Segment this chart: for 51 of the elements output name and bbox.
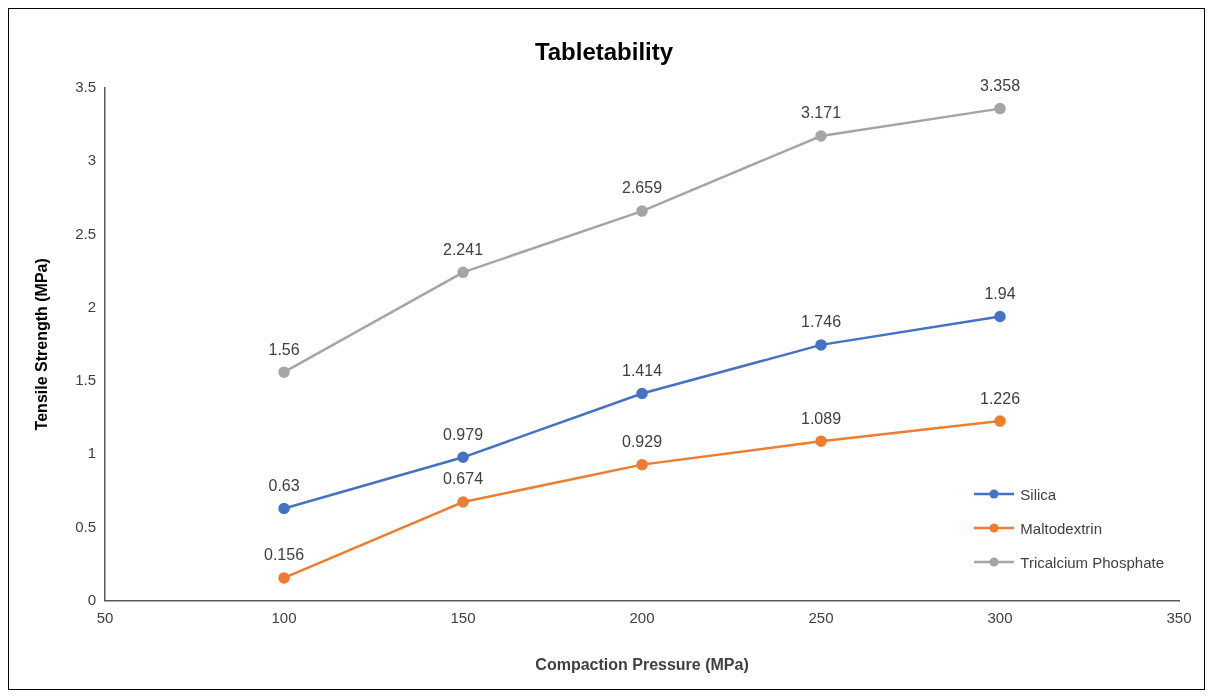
x-tick-label: 200 <box>629 608 655 626</box>
data-label: 2.659 <box>622 179 663 197</box>
point <box>278 502 290 515</box>
data-label: 1.94 <box>984 284 1016 302</box>
data-label: 0.929 <box>622 433 663 451</box>
legend-label: Maltodextrin <box>1020 519 1103 537</box>
point <box>994 102 1006 115</box>
x-tick-label: 250 <box>808 608 834 626</box>
point <box>636 387 648 400</box>
point <box>636 205 648 217</box>
x-tick-label: 50 <box>96 608 114 626</box>
y-tick-label: 2.5 <box>75 224 97 242</box>
point <box>815 130 827 142</box>
y-axis-title: Tensile Strength (MPa) <box>33 258 51 431</box>
data-label: 0.674 <box>443 470 484 488</box>
x-tick-label: 100 <box>271 608 297 626</box>
x-tick-label: 350 <box>1166 608 1192 626</box>
x-tick-label: 150 <box>450 608 476 626</box>
data-label: 1.56 <box>268 340 300 358</box>
x-tick-label: 300 <box>987 608 1013 626</box>
chart-title: Tabletability <box>534 38 674 66</box>
data-label: 1.089 <box>800 409 842 427</box>
data-label: 0.979 <box>443 425 484 443</box>
y-tick-label: 1 <box>87 444 97 462</box>
point <box>636 458 648 471</box>
data-label: 0.63 <box>268 476 300 494</box>
data-label: 1.414 <box>622 361 663 379</box>
point <box>994 310 1006 323</box>
y-tick-label: 1.5 <box>75 371 97 389</box>
point <box>457 266 469 279</box>
point <box>278 366 290 378</box>
point <box>994 415 1006 427</box>
data-label: 1.226 <box>979 389 1021 407</box>
point <box>815 435 827 447</box>
point <box>457 451 469 464</box>
point <box>457 496 469 508</box>
data-label: 3.358 <box>979 77 1021 95</box>
y-tick-label: 3 <box>87 151 97 169</box>
legend-label: Silica <box>1020 485 1057 503</box>
data-label: 0.156 <box>264 546 305 564</box>
legend-label: Tricalcium Phosphate <box>1020 553 1164 571</box>
point <box>278 572 290 584</box>
data-label: 2.241 <box>443 240 484 258</box>
y-tick-label: 2 <box>87 297 97 315</box>
point <box>815 339 827 351</box>
y-tick-label: 0.5 <box>75 517 97 535</box>
x-axis-title: Compaction Pressure (MPa) <box>535 655 749 673</box>
y-tick-label: 3.5 <box>75 77 97 95</box>
data-label: 3.171 <box>800 104 842 122</box>
y-tick-label: 0 <box>87 590 97 608</box>
data-label: 1.746 <box>800 313 842 331</box>
